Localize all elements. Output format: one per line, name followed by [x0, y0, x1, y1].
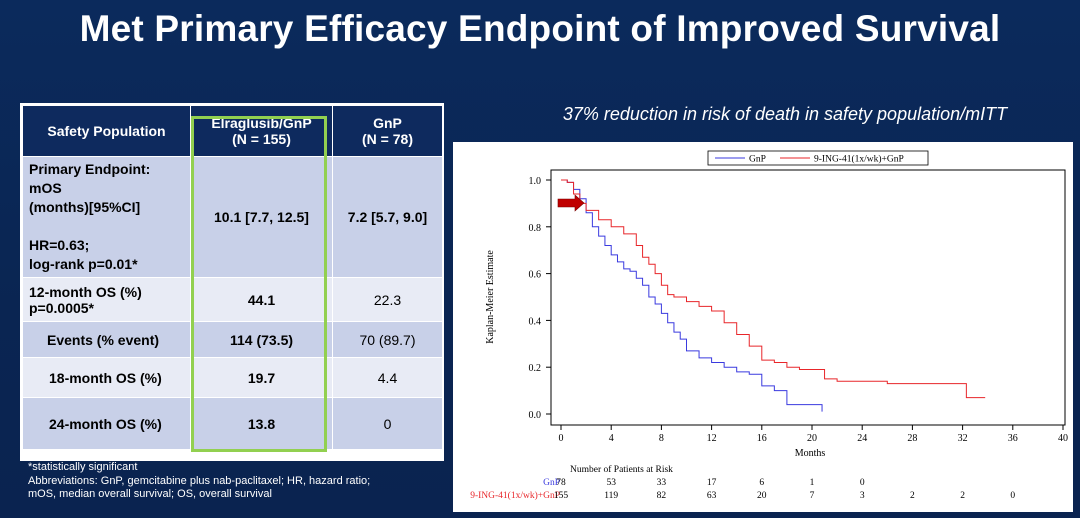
footnote-abbreviations-2: mOS, median overall survival; OS, overal… [28, 488, 272, 500]
primary-gnp-value: 7.2 [5.7, 9.0] [332, 156, 443, 278]
slide-title: Met Primary Efficacy Endpoint of Improve… [79, 8, 1001, 49]
primary-endpoint-line: (months)[95%CI] [29, 199, 141, 215]
row-24month-label: 24-month OS (%) [22, 397, 191, 450]
arrow-marker [557, 194, 585, 212]
x-tick-label: 24 [857, 433, 867, 444]
risk-value: 0 [1010, 491, 1015, 501]
x-tick-label: 4 [609, 433, 614, 444]
plot-frame [550, 169, 1066, 426]
y-tick-label: 0.2 [529, 363, 542, 374]
risk-value: 17 [707, 478, 717, 488]
risk-value: 1 [810, 478, 815, 488]
risk-value: 20 [757, 491, 767, 501]
km-chart-panel: 0.0 0.2 0.4 0.6 0.8 1.0 0 4 8 12 16 20 24 28 32 36 40 Kap… [453, 142, 1073, 512]
primary-endpoint-line: mOS [29, 180, 62, 196]
footnotes: *statistically significant Abbreviations… [28, 461, 458, 502]
header-gnp: GnP (N = 78) [332, 105, 443, 157]
legend-label: 9-ING-41(1x/wk)+GnP [814, 154, 904, 165]
x-axis-label: Months [795, 448, 826, 459]
primary-endpoint-line: log-rank p=0.01* [29, 256, 138, 272]
y-tick-label: 0.0 [529, 410, 542, 421]
risk-value: 0 [860, 478, 865, 488]
row-18month-elraglusib: 19.7 [190, 357, 333, 398]
risk-value: 3 [860, 491, 865, 501]
x-tick-label: 8 [659, 433, 664, 444]
row-18month-gnp: 4.4 [332, 357, 443, 398]
combo-curve [561, 179, 986, 399]
risk-value: 53 [606, 478, 616, 488]
risk-value: 119 [604, 491, 618, 501]
risk-row-name: GnP [543, 478, 560, 488]
risk-table-title: Number of Patients at Risk [570, 464, 673, 475]
x-tick-label: 0 [559, 433, 564, 444]
row-24month-gnp: 0 [332, 397, 443, 450]
x-tick-label: 16 [757, 433, 767, 444]
y-tick-label: 0.8 [529, 223, 542, 234]
km-chart: 0.00.20.40.60.81.00 4 8 12 16 20 24 28 32 36 40Kap… [470, 150, 1068, 501]
primary-endpoint-line: HR=0.63; [29, 237, 90, 253]
x-tick-label: 12 [707, 433, 717, 444]
legend-label: GnP [749, 155, 766, 165]
legend-box [707, 150, 929, 166]
primary-endpoint-line: Primary Endpoint: [29, 161, 151, 177]
x-tick-label: 40 [1058, 433, 1068, 444]
row-events-gnp: 70 (89.7) [332, 321, 443, 358]
x-tick-label: 28 [907, 433, 917, 444]
row-24month-elraglusib: 13.8 [190, 397, 333, 450]
gnp-curve [561, 179, 823, 412]
x-tick-label: 20 [807, 433, 817, 444]
x-tick-label: 36 [1008, 433, 1018, 444]
footnote-significance: *statistically significant [28, 461, 138, 473]
risk-value: 2 [910, 491, 915, 501]
row-events-label: Events (% event) [22, 321, 191, 358]
risk-value: 6 [759, 478, 764, 488]
header-elraglusib: Elraglusib/GnP (N = 155) [190, 105, 333, 157]
risk-value: 7 [810, 491, 815, 501]
row-12month-gnp: 22.3 [332, 277, 443, 322]
safety-table: Safety Population Elraglusib/GnP (N = 155… [22, 105, 443, 450]
y-axis-label: Kaplan-Meier Estimate [485, 250, 496, 344]
footnote-abbreviations-1: Abbreviations: GnP, gemcitabine plus nab… [28, 474, 371, 487]
risk-row-name: 9-ING-41(1x/wk)+GnP [470, 490, 560, 501]
y-tick-label: 0.6 [529, 270, 542, 281]
x-tick-label: 32 [958, 433, 968, 444]
risk-value: 82 [657, 491, 667, 501]
risk-value: 155 [554, 491, 569, 501]
y-tick-label: 0.4 [529, 316, 542, 327]
row-12month-elraglusib: 44.1 [190, 277, 333, 322]
safety-table-panel: Safety Population Elraglusib/GnP (N = 155… [20, 103, 444, 461]
risk-value: 78 [556, 478, 566, 488]
row-18month-label: 18-month OS (%) [22, 357, 191, 398]
risk-value: 33 [657, 478, 667, 488]
primary-endpoint-label: Primary Endpoint: mOS (months)[95%CI] HR=0.… [22, 156, 191, 278]
slide-subtitle: 37% reduction in risk of death in safety… [562, 104, 1008, 124]
y-tick-label: 1.0 [529, 176, 542, 187]
risk-value: 2 [960, 491, 965, 501]
header-safety-population: Safety Population [22, 105, 191, 157]
row-events-elraglusib: 114 (73.5) [190, 321, 333, 358]
row-12month-label: 12-month OS (%) p=0.0005* [22, 277, 191, 322]
primary-endpoint-line [29, 217, 184, 236]
primary-elraglusib-value: 10.1 [7.7, 12.5] [190, 156, 333, 278]
risk-value: 63 [707, 491, 717, 501]
